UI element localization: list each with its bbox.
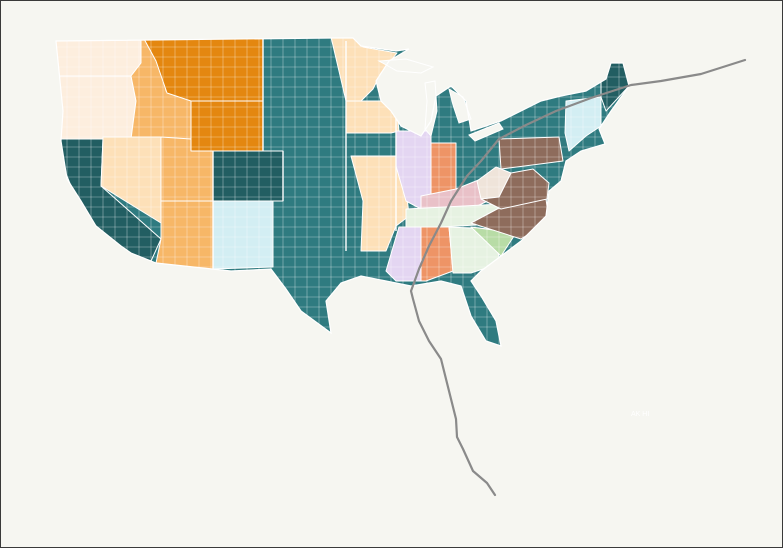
indiana-region — [430, 142, 457, 197]
washington-region — [56, 38, 142, 77]
oregon-region — [56, 75, 137, 140]
lake-erie — [468, 122, 504, 142]
new-mexico-region — [212, 200, 274, 270]
lake-superior — [377, 58, 435, 74]
storm-track-line — [409, 58, 747, 497]
great-lakes — [377, 58, 504, 142]
colorado-region — [212, 150, 284, 202]
state-borders — [212, 38, 397, 271]
lake-michigan — [424, 80, 438, 138]
wyoming-region — [190, 100, 264, 152]
inset-label: AK HI — [631, 411, 650, 418]
arizona-region — [155, 200, 214, 272]
west-virginia-region — [476, 166, 512, 200]
